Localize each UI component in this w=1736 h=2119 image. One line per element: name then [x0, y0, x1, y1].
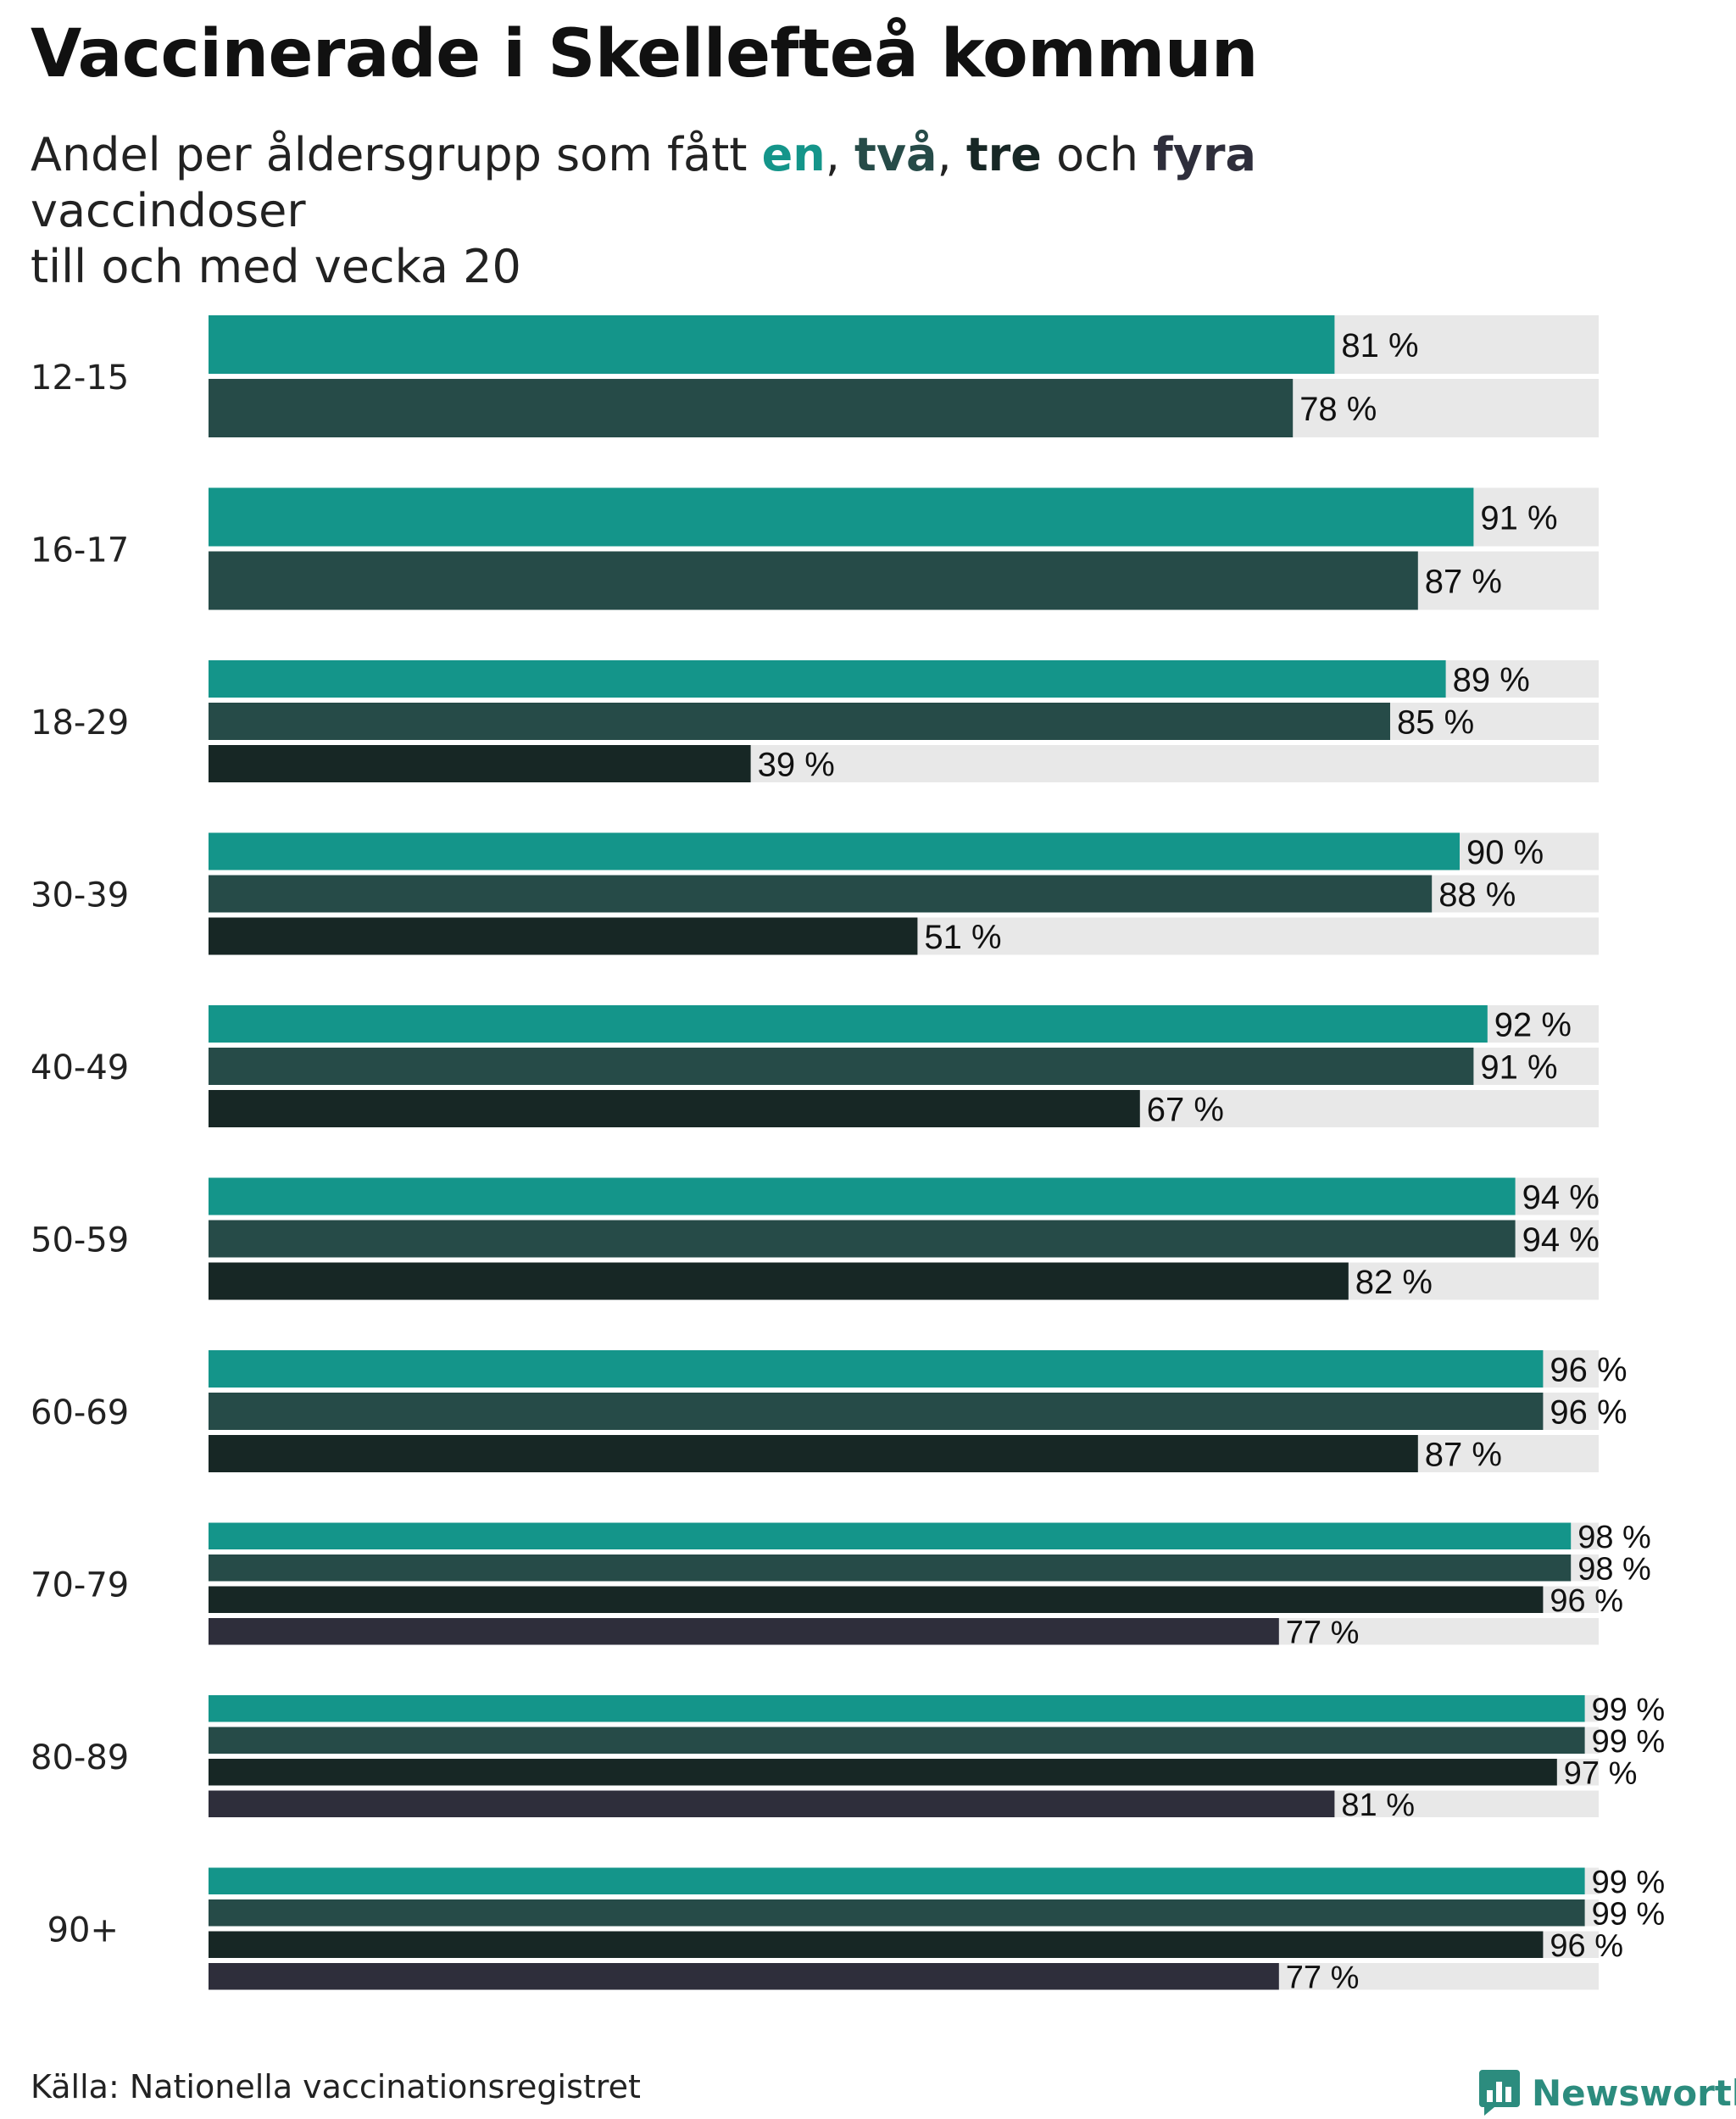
bar — [209, 1350, 1544, 1388]
category-label: 60-69 — [31, 1393, 129, 1432]
data-label: 99 % — [1592, 1896, 1666, 1932]
category-label: 12-15 — [31, 359, 129, 398]
data-label: 91 % — [1480, 1048, 1557, 1086]
data-label: 99 % — [1592, 1724, 1666, 1760]
bar — [209, 660, 1446, 698]
bar — [209, 551, 1418, 610]
chart-title: Vaccinerade i Skellefteå kommun — [31, 16, 1258, 92]
data-label: 87 % — [1425, 563, 1502, 600]
subtitle-sep: , — [825, 128, 855, 181]
data-label: 98 % — [1577, 1551, 1651, 1587]
data-label: 81 % — [1341, 1788, 1415, 1823]
legend-dose4: fyra — [1153, 128, 1256, 181]
bar — [209, 1695, 1585, 1722]
category-label: 80-89 — [31, 1738, 129, 1777]
bar — [209, 315, 1335, 374]
bar — [209, 1554, 1572, 1582]
data-label: 77 % — [1286, 1615, 1360, 1650]
bar — [209, 1220, 1516, 1258]
bar — [209, 1005, 1488, 1043]
bar — [209, 1618, 1279, 1645]
data-label: 39 % — [758, 746, 835, 783]
data-label: 87 % — [1425, 1436, 1502, 1473]
data-label: 96 % — [1550, 1351, 1627, 1388]
bar — [209, 1090, 1140, 1127]
data-label: 96 % — [1550, 1393, 1627, 1431]
bar — [209, 1435, 1418, 1472]
bar — [209, 1393, 1544, 1430]
data-label: 96 % — [1550, 1583, 1623, 1619]
category-label: 90+ — [47, 1911, 119, 1950]
data-label: 97 % — [1564, 1755, 1638, 1791]
category-label: 16-17 — [31, 531, 129, 570]
data-label: 92 % — [1494, 1006, 1572, 1043]
legend-dose2: två — [854, 128, 938, 181]
data-label: 91 % — [1480, 499, 1557, 537]
data-label: 77 % — [1286, 1960, 1360, 1995]
data-label: 67 % — [1147, 1091, 1224, 1128]
newsworthy-logo-icon — [1479, 2070, 1520, 2116]
bar — [209, 832, 1460, 870]
data-label: 94 % — [1522, 1221, 1600, 1259]
data-label: 88 % — [1438, 876, 1516, 914]
bar-chart: 12-15 81 % 78 % 16-17 91 % 87 % 18-29 89 % 85 % 3… — [31, 315, 1666, 1995]
subtitle-suffix: vaccindoser — [31, 184, 306, 237]
data-label: 96 % — [1550, 1928, 1623, 1964]
subtitle-line2: till och med vecka 20 — [31, 240, 521, 293]
subtitle-sep: , — [937, 128, 966, 181]
data-label: 99 % — [1592, 1865, 1666, 1900]
bar — [209, 1522, 1572, 1549]
bar — [209, 1899, 1585, 1927]
category-label: 30-39 — [31, 876, 129, 915]
data-label: 94 % — [1522, 1179, 1600, 1216]
bar — [209, 1867, 1585, 1894]
category-label: 50-59 — [31, 1221, 129, 1260]
category-label: 40-49 — [31, 1048, 129, 1087]
data-label: 89 % — [1453, 661, 1530, 698]
source-note: Källa: Nationella vaccinationsregistret — [31, 2068, 641, 2105]
bar — [209, 875, 1433, 913]
bar — [209, 1963, 1279, 1990]
bar — [209, 1931, 1544, 1958]
data-label: 98 % — [1577, 1520, 1651, 1555]
bar — [209, 745, 751, 782]
bar — [209, 487, 1474, 547]
bar — [209, 1262, 1349, 1300]
bar — [209, 1586, 1544, 1613]
data-label: 90 % — [1466, 834, 1544, 871]
brand-name: Newsworthy — [1532, 2072, 1736, 2114]
data-label: 99 % — [1592, 1692, 1666, 1727]
data-label: 81 % — [1341, 327, 1418, 364]
data-label: 78 % — [1299, 391, 1377, 428]
bar — [209, 1790, 1335, 1817]
bar — [209, 1177, 1516, 1215]
bar — [209, 1727, 1585, 1754]
bar — [209, 1759, 1557, 1786]
category-label: 18-29 — [31, 704, 129, 742]
bar — [209, 1048, 1474, 1085]
subtitle-sep: och — [1041, 128, 1154, 181]
data-label: 82 % — [1355, 1264, 1433, 1301]
bar — [209, 703, 1390, 740]
category-label: 70-79 — [31, 1566, 129, 1605]
chart-subtitle: Andel per åldersgrupp som fått en, två, … — [31, 127, 1472, 295]
brand-logo: Newsworthy — [1479, 2070, 1736, 2116]
legend-dose1: en — [761, 128, 826, 181]
data-label: 85 % — [1397, 704, 1474, 741]
subtitle-prefix: Andel per åldersgrupp som fått — [31, 128, 762, 181]
bar — [209, 917, 918, 955]
data-label: 51 % — [924, 919, 1001, 956]
bar — [209, 379, 1294, 437]
legend-dose3: tre — [965, 128, 1042, 181]
